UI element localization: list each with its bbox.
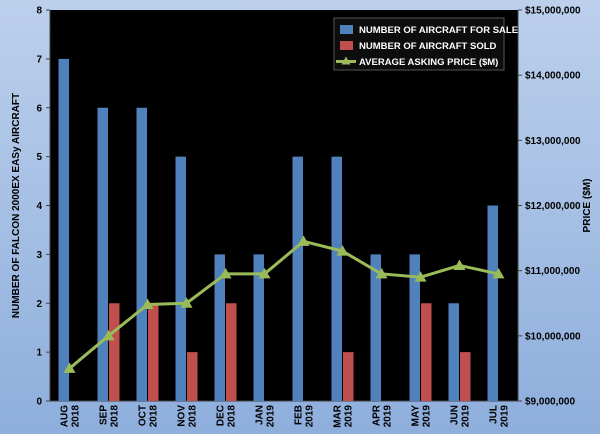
price-marker xyxy=(258,267,271,279)
x-tick-label-month: OCT xyxy=(138,405,149,426)
x-tick-label-month: JUL xyxy=(489,405,500,424)
y2-tick-label: $13,000,000 xyxy=(525,136,581,147)
x-tick-label-month: JUN xyxy=(450,405,461,425)
x-tick-label-month: MAR xyxy=(333,404,344,428)
y2-tick-label: $11,000,000 xyxy=(525,266,580,277)
price-marker xyxy=(453,259,466,270)
bar-for-sale xyxy=(487,205,498,401)
y2-tick-label: $10,000,000 xyxy=(525,331,581,342)
price-marker xyxy=(414,271,427,282)
y-tick-label: 1 xyxy=(36,348,42,359)
bar-sold xyxy=(109,303,120,401)
x-tick-label-month: MAY xyxy=(411,405,422,427)
x-tick-label-year: 2018 xyxy=(188,405,199,428)
bar-for-sale xyxy=(136,107,147,401)
price-marker xyxy=(375,267,388,279)
x-tick-label-month: FEB xyxy=(294,405,305,425)
x-tick-label-year: 2019 xyxy=(500,405,511,428)
bar-sold xyxy=(226,303,237,401)
price-marker xyxy=(336,245,349,256)
y-tick-label: 4 xyxy=(36,201,42,212)
bar-sold xyxy=(187,352,198,401)
bar-sold xyxy=(460,352,471,401)
y-tick-label: 7 xyxy=(36,54,42,65)
price-marker xyxy=(63,362,76,373)
bar-for-sale xyxy=(292,156,303,401)
y-tick-label: 6 xyxy=(36,103,42,114)
y-tick-label: 5 xyxy=(36,152,42,163)
x-tick-label-month: SEP xyxy=(99,405,110,425)
legend-swatch xyxy=(340,41,353,50)
x-tick-label-year: 2019 xyxy=(344,405,355,428)
y-axis-title: NUMBER OF FALCON 2000EX EASy AIRCRAFT xyxy=(11,93,22,318)
bar-for-sale xyxy=(448,303,459,401)
legend-marker-swatch xyxy=(341,56,351,65)
x-tick-label-year: 2018 xyxy=(71,405,82,428)
x-tick-label-year: 2018 xyxy=(149,405,160,428)
legend-box xyxy=(333,17,505,71)
x-tick-label-year: 2018 xyxy=(110,405,121,428)
bar-for-sale xyxy=(214,254,225,401)
y-tick-label: 3 xyxy=(36,250,42,261)
bar-sold xyxy=(421,303,432,401)
x-tick-label-month: APR xyxy=(372,404,383,426)
y2-tick-label: $15,000,000 xyxy=(525,6,581,17)
price-line xyxy=(68,239,499,370)
bar-for-sale xyxy=(370,254,381,401)
legend-label: AVERAGE ASKING PRICE ($M) xyxy=(359,57,498,68)
y-tick-label: 2 xyxy=(36,299,42,310)
y2-tick-label: $9,000,000 xyxy=(525,397,575,408)
bar-for-sale xyxy=(175,156,186,401)
x-tick-label-month: DEC xyxy=(216,405,227,426)
legend-label: NUMBER OF AIRCRAFT FOR SALE xyxy=(359,25,518,36)
y2-tick-label: $12,000,000 xyxy=(525,201,581,212)
x-tick-label-month: JAN xyxy=(255,405,266,425)
y2-tick-label: $14,000,000 xyxy=(525,71,581,82)
legend-label: NUMBER OF AIRCRAFT SOLD xyxy=(359,41,497,52)
x-tick-label-year: 2019 xyxy=(305,405,316,428)
price-marker xyxy=(141,298,154,310)
price-marker xyxy=(297,235,310,246)
price-marker xyxy=(180,297,193,308)
x-tick-label-year: 2019 xyxy=(266,405,277,428)
plot-area xyxy=(50,10,518,401)
bar-for-sale xyxy=(58,58,69,401)
legend-swatch xyxy=(340,25,353,34)
y2-axis-title: PRICE ($M) xyxy=(582,179,593,233)
x-tick-label-year: 2019 xyxy=(422,405,433,428)
x-tick-label-year: 2018 xyxy=(227,405,238,428)
bar-sold xyxy=(148,303,159,401)
y-tick-label: 0 xyxy=(36,397,42,408)
x-tick-label-year: 2019 xyxy=(383,405,394,428)
x-tick-label-year: 2019 xyxy=(461,405,472,428)
bar-for-sale xyxy=(253,254,264,401)
price-marker xyxy=(102,329,115,341)
bar-for-sale xyxy=(409,254,420,401)
x-tick-label-month: AUG xyxy=(60,405,71,427)
bar-for-sale xyxy=(331,156,342,401)
y-tick-label: 8 xyxy=(36,6,42,17)
price-marker xyxy=(492,267,505,279)
bar-sold xyxy=(343,352,354,401)
x-tick-label-month: NOV xyxy=(177,405,188,427)
bar-for-sale xyxy=(97,107,108,401)
price-marker xyxy=(219,267,232,279)
